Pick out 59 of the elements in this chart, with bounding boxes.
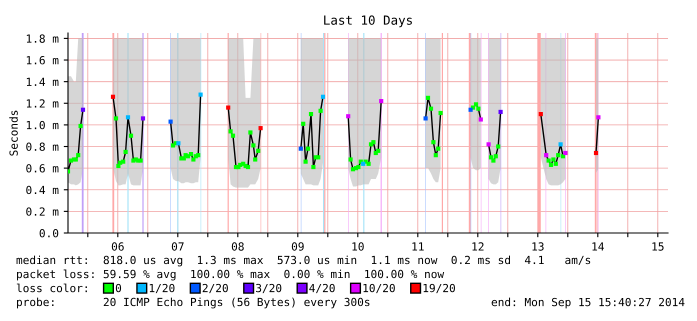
x-tick-label: 15	[652, 242, 664, 251]
y-tick-label: 1.4 m	[26, 78, 58, 86]
x-tick-label: 13	[532, 242, 544, 251]
y-tick-label: 0.0	[40, 229, 58, 238]
point	[298, 146, 303, 151]
point	[424, 116, 428, 120]
x-tick-label: 10	[352, 242, 364, 251]
point	[361, 162, 366, 166]
point	[468, 108, 473, 112]
point	[478, 117, 483, 122]
y-tick-label: 1.8 m	[26, 34, 58, 43]
legend-label: 4/20	[309, 284, 335, 294]
point	[346, 114, 350, 118]
text: median rtt: 818.0 us avg 1.3 ms max 573.0 us min 1.1 ms now 0.2 ms sd 4.1 am/s	[16, 256, 590, 266]
legend-label: 0	[116, 284, 122, 292]
legend-title: loss color:	[16, 284, 87, 292]
point	[379, 99, 384, 104]
point	[168, 120, 173, 124]
point	[538, 112, 543, 116]
legend-label: 1/20	[150, 284, 175, 294]
point	[258, 126, 263, 130]
x-tick-label: 11	[412, 242, 424, 251]
point	[198, 92, 203, 97]
text: packet loss: 59.59 % avg 100.00 % max 0.00 % min 100.00 % now	[17, 270, 444, 280]
x-tick-label: 12	[472, 242, 484, 251]
point	[176, 141, 180, 146]
y-tick-label: 0.4 m	[26, 186, 58, 194]
y-tick-label: 1.0 m	[26, 120, 58, 130]
point	[498, 110, 503, 114]
point	[596, 115, 600, 120]
y-axis-title: Seconds	[9, 110, 18, 156]
x-tick-label: 08	[232, 242, 244, 251]
x-tick-label: 14	[592, 242, 604, 251]
y-tick-label: 0.8 m	[26, 142, 58, 151]
text: end: Mon Sep 15 15:40:27 2014	[492, 298, 684, 308]
point	[486, 142, 491, 146]
y-tick-label: 1.2 m	[26, 99, 58, 108]
y-tick-label: 0.2 m	[26, 207, 58, 216]
point	[563, 150, 568, 156]
point	[140, 116, 146, 120]
legend-label: 10/20	[363, 284, 395, 294]
legend-label: 2/20	[202, 284, 228, 294]
text: probe: 20 ICMP Echo Pings (56 Bytes) every 300s	[17, 298, 370, 308]
point	[110, 94, 116, 99]
point	[594, 150, 598, 156]
x-tick-label: 06	[112, 242, 124, 251]
point	[80, 108, 86, 112]
point	[544, 153, 548, 158]
legend-label: 19/20	[424, 284, 455, 294]
point	[320, 94, 326, 99]
x-tick-label: 07	[172, 242, 184, 251]
y-tick-label: 1.6 m	[26, 56, 58, 64]
point	[558, 142, 563, 146]
point	[126, 115, 130, 120]
point	[226, 106, 230, 110]
y-tick-label: 0.6 m	[26, 164, 58, 173]
legend-label: 3/20	[256, 284, 282, 294]
chart-title: Last 10 Days	[324, 15, 412, 28]
x-tick-label: 09	[292, 242, 304, 251]
